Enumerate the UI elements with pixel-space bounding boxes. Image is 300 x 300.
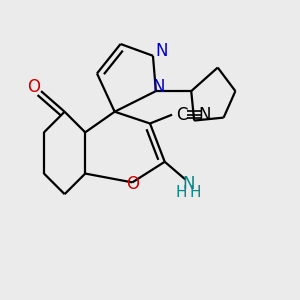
Text: O: O bbox=[126, 175, 139, 193]
Text: N: N bbox=[155, 42, 168, 60]
Circle shape bbox=[143, 117, 157, 130]
Text: H: H bbox=[190, 185, 201, 200]
Circle shape bbox=[158, 155, 171, 168]
Text: N: N bbox=[182, 175, 194, 193]
Text: H: H bbox=[175, 185, 187, 200]
Circle shape bbox=[108, 105, 121, 118]
Circle shape bbox=[58, 188, 71, 201]
Text: N: N bbox=[153, 78, 165, 96]
Circle shape bbox=[79, 167, 92, 180]
Text: N: N bbox=[199, 106, 211, 124]
Circle shape bbox=[58, 105, 71, 118]
Text: C: C bbox=[176, 106, 188, 124]
Circle shape bbox=[126, 176, 139, 189]
Circle shape bbox=[38, 167, 50, 180]
Circle shape bbox=[79, 126, 92, 139]
Text: O: O bbox=[27, 78, 40, 96]
Circle shape bbox=[38, 126, 50, 139]
